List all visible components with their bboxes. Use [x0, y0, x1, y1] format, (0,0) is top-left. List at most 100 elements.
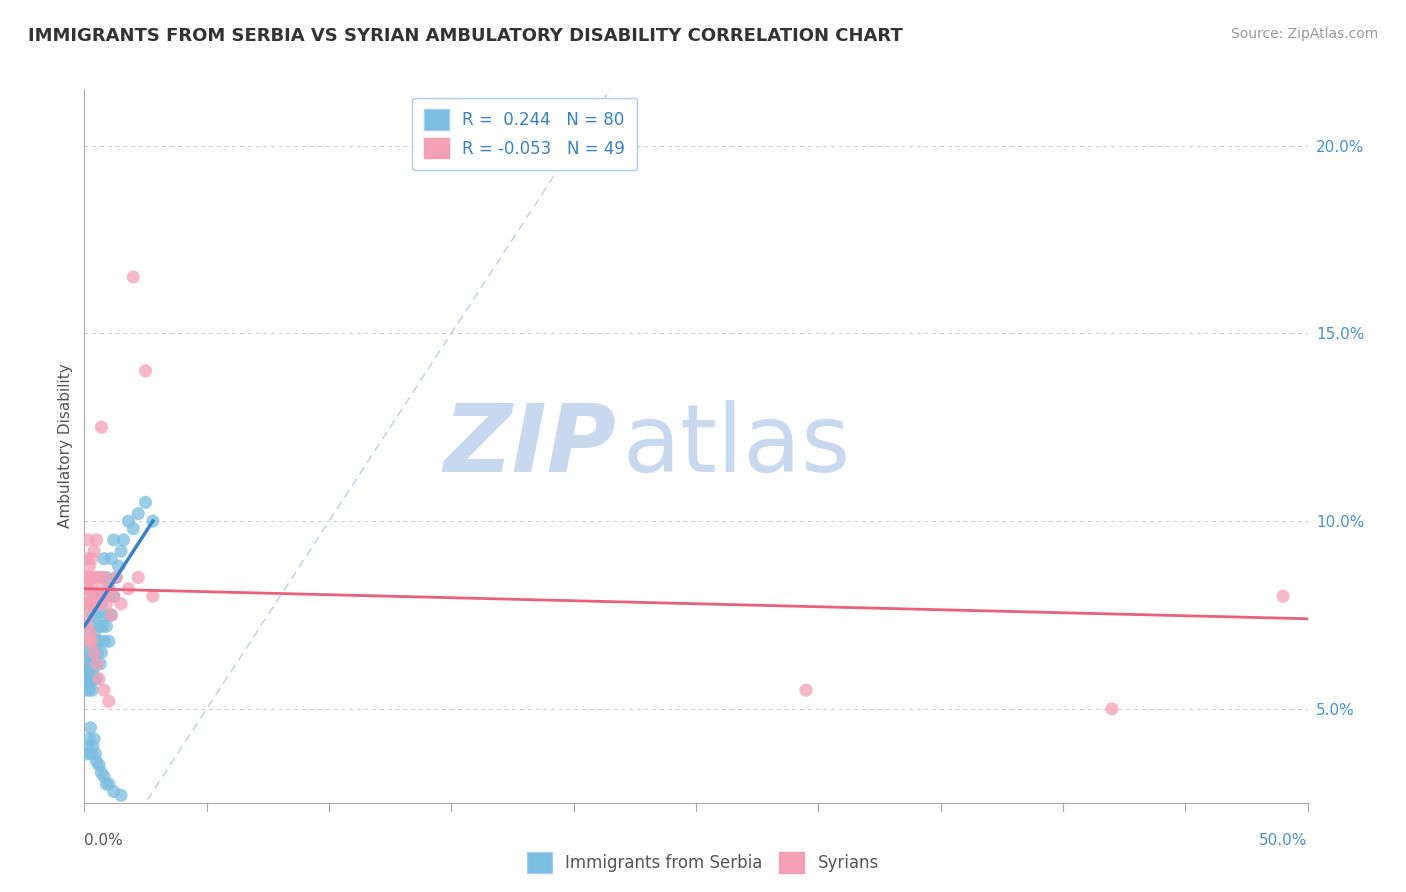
Y-axis label: Ambulatory Disability: Ambulatory Disability [58, 364, 73, 528]
Syrians [100, 607, 122, 622]
Syrians [135, 364, 157, 378]
Immigrants from Serbia [90, 765, 112, 780]
Immigrants from Serbia [87, 619, 110, 633]
Syrians [77, 597, 100, 611]
Immigrants from Serbia [103, 589, 125, 603]
Immigrants from Serbia [94, 589, 117, 603]
Immigrants from Serbia [93, 607, 115, 622]
Syrians [93, 589, 115, 603]
Immigrants from Serbia [79, 721, 101, 735]
Syrians [77, 607, 100, 622]
Immigrants from Serbia [76, 665, 98, 679]
Immigrants from Serbia [80, 672, 103, 686]
Immigrants from Serbia [84, 747, 107, 761]
Syrians [77, 559, 100, 574]
Legend: R =  0.244   N = 80, R = -0.053   N = 49: R = 0.244 N = 80, R = -0.053 N = 49 [412, 97, 637, 169]
Immigrants from Serbia [77, 653, 100, 667]
Immigrants from Serbia [87, 589, 110, 603]
Immigrants from Serbia [83, 646, 105, 660]
Syrians [75, 582, 97, 596]
Immigrants from Serbia [93, 551, 115, 566]
Immigrants from Serbia [77, 665, 100, 679]
Immigrants from Serbia [105, 570, 128, 584]
Syrians [97, 582, 120, 596]
Immigrants from Serbia [86, 755, 108, 769]
Immigrants from Serbia [76, 657, 98, 671]
Text: atlas: atlas [623, 400, 851, 492]
Text: 50.0%: 50.0% [1260, 833, 1308, 848]
Immigrants from Serbia [112, 533, 135, 547]
Immigrants from Serbia [100, 607, 122, 622]
Syrians [87, 672, 110, 686]
Syrians [87, 597, 110, 611]
Immigrants from Serbia [122, 522, 145, 536]
Immigrants from Serbia [110, 544, 132, 558]
Legend: Immigrants from Serbia, Syrians: Immigrants from Serbia, Syrians [520, 846, 886, 880]
Immigrants from Serbia [96, 619, 118, 633]
Syrians [76, 619, 98, 633]
Immigrants from Serbia [77, 739, 100, 754]
Syrians [79, 627, 101, 641]
Syrians [93, 570, 115, 584]
Syrians [79, 589, 101, 603]
Immigrants from Serbia [83, 672, 105, 686]
Syrians [77, 533, 100, 547]
Immigrants from Serbia [103, 533, 125, 547]
Immigrants from Serbia [91, 619, 114, 633]
Syrians [80, 551, 103, 566]
Immigrants from Serbia [142, 514, 165, 528]
Immigrants from Serbia [86, 634, 108, 648]
Immigrants from Serbia [77, 683, 100, 698]
Immigrants from Serbia [84, 634, 107, 648]
Syrians [93, 683, 115, 698]
Syrians [76, 570, 98, 584]
Syrians [97, 694, 120, 708]
Immigrants from Serbia [135, 495, 157, 509]
Syrians [142, 589, 165, 603]
Syrians [103, 589, 125, 603]
Immigrants from Serbia [96, 777, 118, 791]
Immigrants from Serbia [117, 514, 139, 528]
Immigrants from Serbia [96, 570, 118, 584]
Syrians [117, 582, 139, 596]
Immigrants from Serbia [79, 665, 101, 679]
Syrians [80, 582, 103, 596]
Syrians [77, 634, 100, 648]
Syrians [96, 597, 118, 611]
Immigrants from Serbia [93, 634, 115, 648]
Syrians [82, 570, 104, 584]
Text: ZIP: ZIP [443, 400, 616, 492]
Immigrants from Serbia [103, 784, 125, 798]
Syrians [82, 597, 104, 611]
Syrians [77, 582, 100, 596]
Syrians [127, 570, 149, 584]
Immigrants from Serbia [87, 634, 110, 648]
Syrians [83, 544, 105, 558]
Immigrants from Serbia [97, 582, 120, 596]
Immigrants from Serbia [87, 758, 110, 772]
Immigrants from Serbia [77, 646, 100, 660]
Syrians [83, 589, 105, 603]
Immigrants from Serbia [87, 646, 110, 660]
Immigrants from Serbia [83, 589, 105, 603]
Syrians [84, 570, 107, 584]
Immigrants from Serbia [80, 747, 103, 761]
Immigrants from Serbia [127, 507, 149, 521]
Immigrants from Serbia [86, 589, 108, 603]
Syrians [90, 582, 112, 596]
Immigrants from Serbia [80, 657, 103, 671]
Immigrants from Serbia [93, 770, 115, 784]
Syrians [86, 657, 108, 671]
Syrians [105, 570, 128, 584]
Immigrants from Serbia [77, 731, 100, 746]
Text: 0.0%: 0.0% [84, 833, 124, 848]
Immigrants from Serbia [97, 777, 120, 791]
Immigrants from Serbia [77, 675, 100, 690]
Immigrants from Serbia [79, 634, 101, 648]
Immigrants from Serbia [86, 672, 108, 686]
Syrians [76, 597, 98, 611]
Immigrants from Serbia [83, 627, 105, 641]
Text: IMMIGRANTS FROM SERBIA VS SYRIAN AMBULATORY DISABILITY CORRELATION CHART: IMMIGRANTS FROM SERBIA VS SYRIAN AMBULAT… [28, 27, 903, 45]
Syrians [86, 533, 108, 547]
Immigrants from Serbia [82, 683, 104, 698]
